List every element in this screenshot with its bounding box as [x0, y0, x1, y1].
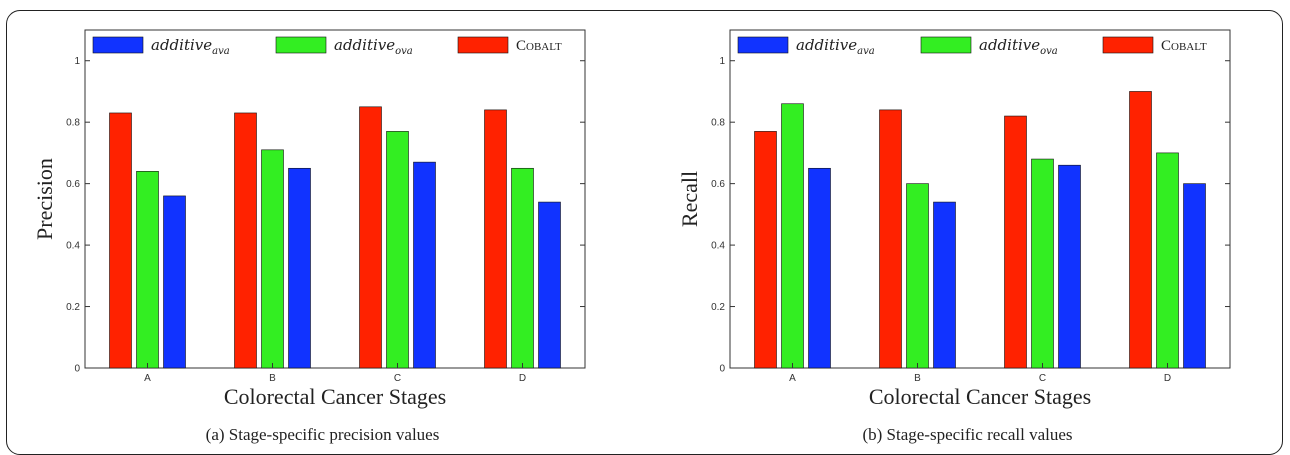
recall-yaxis-title: Recall	[677, 171, 702, 227]
recall-legend-swatch-COBALT	[1102, 36, 1154, 54]
recall-ytick-label: 0.6	[711, 179, 725, 190]
precision-bar-additive_ava-B	[288, 167, 311, 369]
precision-bar-additive_ava-D	[538, 201, 561, 369]
recall-bar-additive_ava-A	[808, 167, 831, 369]
precision-legend: additiveava additiveova COBALT	[92, 36, 562, 57]
precision-bar-COBALT-C	[359, 106, 382, 369]
recall-legend: additiveava additiveova COBALT	[737, 36, 1207, 57]
recall-legend-label-COBALT: COBALT	[1161, 38, 1207, 54]
recall-legend-label-additive_ava: additiveava	[796, 36, 875, 57]
recall-bar-additive_ova-D	[1156, 152, 1179, 369]
precision-ytick-label: 1	[74, 56, 80, 67]
recall-bar-COBALT-D	[1129, 91, 1152, 369]
precision-legend-label-COBALT: COBALT	[516, 38, 562, 54]
recall-bar-additive_ova-B	[906, 183, 929, 369]
recall-xaxis-title: Colorectal Cancer Stages	[869, 384, 1091, 409]
caption-recall: (b) Stage-specific recall values	[862, 425, 1073, 444]
recall-ytick-label: 0	[719, 364, 725, 375]
precision-legend-swatch-additive_ova	[275, 36, 327, 54]
precision-yaxis-title: Precision	[32, 158, 57, 240]
recall-bar-COBALT-A	[754, 131, 777, 369]
precision-xtick-label: D	[519, 373, 526, 384]
recall-legend-swatch-additive_ova	[920, 36, 972, 54]
precision-legend-swatch-COBALT	[457, 36, 509, 54]
recall-xtick-label: D	[1164, 373, 1171, 384]
precision-ytick-label: 0.8	[66, 118, 80, 129]
precision-bar-additive_ova-A	[136, 171, 159, 369]
recall-bar-COBALT-C	[1004, 115, 1027, 369]
precision-ytick-label: 0.6	[66, 179, 80, 190]
precision-bar-additive_ava-A	[163, 195, 186, 369]
recall-bar-additive_ava-B	[933, 201, 956, 369]
precision-bar-COBALT-D	[484, 109, 507, 369]
recall-ytick-label: 0.4	[711, 241, 725, 252]
recall-plot-area	[729, 29, 1231, 369]
precision-bar-COBALT-A	[109, 112, 132, 369]
recall-ytick-label: 1	[719, 56, 725, 67]
precision-ytick-label: 0.4	[66, 241, 80, 252]
precision-bar-additive_ova-D	[511, 167, 534, 369]
precision-xtick-label: B	[269, 373, 276, 384]
recall-bar-COBALT-B	[879, 109, 902, 369]
precision-ytick-label: 0	[74, 364, 80, 375]
recall-bar-additive_ava-D	[1183, 183, 1206, 369]
caption-precision: (a) Stage-specific precision values	[205, 425, 440, 444]
precision-ytick-label: 0.2	[66, 302, 80, 313]
precision-plot-area	[84, 29, 586, 369]
precision-legend-label-additive_ava: additiveava	[151, 36, 230, 57]
recall-legend-swatch-additive_ava	[737, 36, 789, 54]
precision-legend-label-additive_ova: additiveova	[334, 36, 413, 57]
recall-xtick-label: C	[1039, 373, 1046, 384]
recall-chart-panel: 0 0.2 0.4 0.6 0.8 1 A B C D Colorectal Cancer Stag…	[645, 0, 1290, 448]
recall-legend-label-additive_ova: additiveova	[979, 36, 1058, 57]
recall-xtick-label: A	[789, 373, 796, 384]
precision-xtick-label: C	[394, 373, 401, 384]
precision-bar-chart: 0 0.2 0.4 0.6 0.8 1 A B C D Colorectal Cancer Stag…	[32, 29, 586, 409]
precision-legend-swatch-additive_ava	[92, 36, 144, 54]
recall-bar-chart: 0 0.2 0.4 0.6 0.8 1 A B C D Colorectal Cancer Stag…	[677, 29, 1231, 409]
precision-bar-additive_ova-C	[386, 131, 409, 369]
precision-xtick-label: A	[144, 373, 151, 384]
precision-bar-additive_ova-B	[261, 149, 284, 369]
precision-bar-additive_ava-C	[413, 161, 436, 369]
precision-bar-COBALT-B	[234, 112, 257, 369]
precision-chart-panel: 0 0.2 0.4 0.6 0.8 1 A B C D Colorectal Cancer Stag…	[0, 0, 645, 448]
recall-xtick-label: B	[914, 373, 921, 384]
recall-bar-additive_ava-C	[1058, 164, 1081, 369]
recall-bar-additive_ova-C	[1031, 158, 1054, 369]
recall-ytick-label: 0.8	[711, 118, 725, 129]
recall-ytick-label: 0.2	[711, 302, 725, 313]
recall-bar-additive_ova-A	[781, 103, 804, 369]
precision-xaxis-title: Colorectal Cancer Stages	[224, 384, 446, 409]
